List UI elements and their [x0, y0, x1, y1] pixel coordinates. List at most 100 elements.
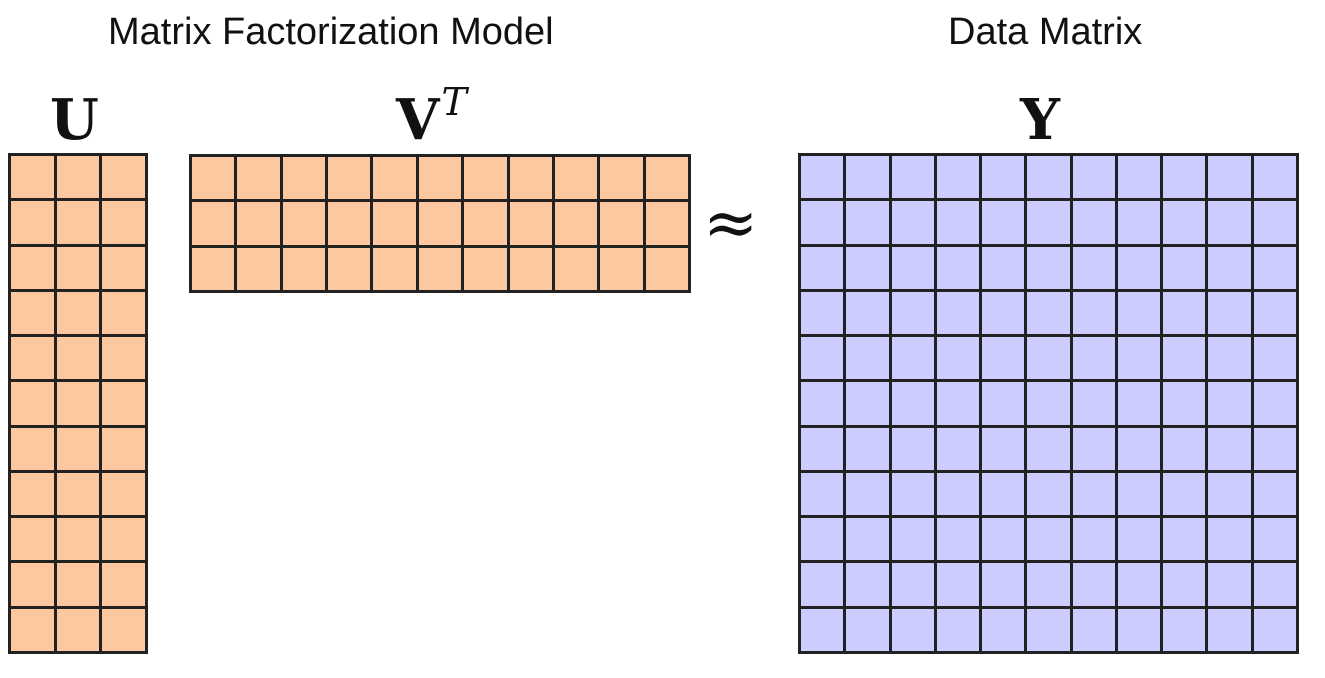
matrix-u-cell [56, 382, 103, 428]
matrix-y-cell [1253, 427, 1299, 473]
matrix-y-cell [936, 472, 983, 519]
matrix-y-cell [1208, 608, 1254, 654]
matrix-y-cell [1253, 472, 1299, 519]
matrix-y-cell [1117, 427, 1164, 473]
matrix-y-cell [1027, 427, 1073, 473]
matrix-y-cell [1163, 518, 1209, 564]
model-heading: Matrix Factorization Model [108, 11, 554, 53]
matrix-vt-cell [373, 202, 419, 248]
matrix-y-cell [846, 608, 892, 654]
matrix-vt-cell [328, 247, 374, 293]
matrix-y-cell [982, 382, 1028, 428]
matrix-y-cell [1072, 201, 1118, 247]
matrix-vt-cell [282, 157, 329, 203]
matrix-y-cell [891, 246, 937, 292]
matrix-y-cell [1117, 201, 1164, 247]
matrix-u-cell [11, 291, 57, 338]
matrix-y-cell [1027, 156, 1073, 202]
matrix-u-cell [56, 291, 103, 338]
matrix-u-cell [102, 337, 148, 383]
matrix-y-cell [982, 201, 1028, 247]
matrix-u-symbol: U [50, 87, 99, 153]
matrix-y-cell [982, 156, 1028, 202]
matrix-y-cell [1163, 201, 1209, 247]
matrix-y-cell [801, 472, 847, 519]
matrix-y-cell [982, 337, 1028, 383]
matrix-u-cell [102, 608, 148, 654]
matrix-y-cell [891, 563, 937, 609]
matrix-y-grid [798, 153, 1299, 654]
matrix-vt-cell [418, 247, 465, 293]
matrix-vt-cell [418, 202, 465, 248]
matrix-y-cell [1117, 518, 1164, 564]
matrix-vt-cell [328, 157, 374, 203]
matrix-u-cell [56, 156, 103, 202]
matrix-y-cell [1117, 291, 1164, 338]
matrix-y-cell [801, 518, 847, 564]
matrix-y-cell [1117, 156, 1164, 202]
matrix-y-cell [1072, 337, 1118, 383]
matrix-y-cell [1027, 382, 1073, 428]
matrix-y-cell [801, 156, 847, 202]
matrix-y-cell [1163, 563, 1209, 609]
matrix-y-cell [1072, 472, 1118, 519]
matrix-y-cell [1072, 427, 1118, 473]
matrix-y-cell [936, 246, 983, 292]
matrix-y-cell [1027, 246, 1073, 292]
matrix-y-cell [936, 608, 983, 654]
matrix-vt-cell [600, 202, 646, 248]
matrix-u-cell [102, 156, 148, 202]
matrix-u-cell [56, 337, 103, 383]
matrix-vt-cell [328, 202, 374, 248]
matrix-y-cell [1253, 608, 1299, 654]
matrix-y-cell [1117, 246, 1164, 292]
matrix-y-cell [846, 291, 892, 338]
matrix-vt-cell [509, 157, 555, 203]
matrix-u-cell [102, 427, 148, 473]
matrix-y-cell [982, 518, 1028, 564]
matrix-y-cell [846, 246, 892, 292]
matrix-y-cell [891, 427, 937, 473]
matrix-vt-cell [192, 157, 238, 203]
matrix-y-cell [936, 518, 983, 564]
matrix-y-cell [801, 563, 847, 609]
matrix-y-cell [1253, 156, 1299, 202]
matrix-u-cell [11, 382, 57, 428]
matrix-vt-grid [189, 154, 691, 293]
matrix-y-cell [1072, 563, 1118, 609]
matrix-y-cell [1208, 246, 1254, 292]
matrix-y-symbol: Y [1020, 87, 1060, 153]
matrix-y-cell [1253, 246, 1299, 292]
matrix-y-cell [1253, 337, 1299, 383]
matrix-vt-cell [554, 157, 601, 203]
matrix-y-cell [1208, 291, 1254, 338]
matrix-vt-cell [464, 157, 510, 203]
matrix-y-cell [1163, 337, 1209, 383]
matrix-u-cell [56, 563, 103, 609]
matrix-y-cell [1163, 608, 1209, 654]
matrix-y-cell [1117, 563, 1164, 609]
matrix-y-cell [1163, 246, 1209, 292]
matrix-y-cell [846, 382, 892, 428]
matrix-vt-cell [464, 202, 510, 248]
matrix-u-cell [11, 518, 57, 564]
matrix-y-cell [846, 337, 892, 383]
matrix-y-cell [1117, 608, 1164, 654]
matrix-y-cell [1072, 608, 1118, 654]
matrix-u-cell [11, 472, 57, 519]
matrix-y-cell [846, 201, 892, 247]
matrix-y-cell [1208, 563, 1254, 609]
matrix-y-cell [1208, 427, 1254, 473]
matrix-vt-cell [418, 157, 465, 203]
matrix-u-cell [56, 246, 103, 292]
matrix-u-cell [102, 246, 148, 292]
matrix-y-cell [1117, 472, 1164, 519]
matrix-u-cell [102, 291, 148, 338]
matrix-y-cell [1208, 472, 1254, 519]
matrix-y-cell [1117, 337, 1164, 383]
matrix-y-cell [982, 427, 1028, 473]
matrix-y-cell [936, 337, 983, 383]
matrix-y-cell [1027, 291, 1073, 338]
matrix-y-cell [846, 563, 892, 609]
matrix-vt-cell [464, 247, 510, 293]
